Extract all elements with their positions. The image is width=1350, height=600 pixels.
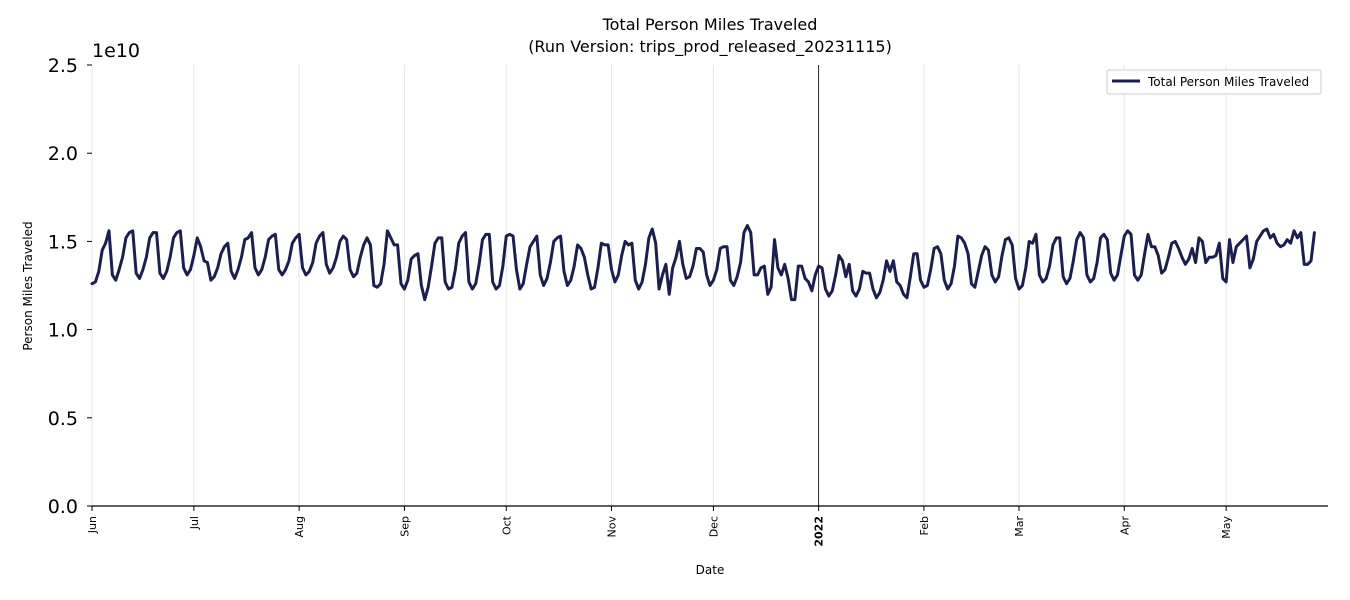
y-tick-label: 0.5 <box>48 408 78 430</box>
x-tick-label: Dec <box>707 516 720 537</box>
legend-label: Total Person Miles Traveled <box>1147 75 1309 89</box>
chart-legend: Total Person Miles Traveled <box>1106 69 1322 95</box>
x-tick-label: Sep <box>398 516 411 537</box>
legend-frame <box>1106 69 1322 95</box>
chart-subtitle: (Run Version: trips_prod_released_202311… <box>528 37 892 57</box>
x-tick-label: May <box>1220 516 1233 539</box>
x-tick-label: Apr <box>1118 516 1131 536</box>
y-axis-label: Person Miles Traveled <box>21 221 35 350</box>
y-tick-label: 2.0 <box>48 143 78 165</box>
series-line <box>90 224 1316 302</box>
x-tick-label: Nov <box>606 516 619 538</box>
x-tick-label: Feb <box>918 516 931 535</box>
y-tick-label: 1.5 <box>48 231 78 253</box>
x-tick-label: Jun <box>86 516 99 534</box>
y-tick-label: 2.5 <box>48 55 78 77</box>
axes-layer: Jun Jul Aug Sep Oct Nov Dec 2022 Feb Mar Apr May 0.0… <box>48 55 1328 547</box>
x-tick-label: Oct <box>500 515 513 535</box>
x-tick-label: Mar <box>1013 516 1026 537</box>
x-tick-label: Jul <box>188 516 201 530</box>
x-tick-label: 2022 <box>813 516 826 547</box>
y-offset-label: 1e10 <box>92 40 140 62</box>
y-tick-label: 0.0 <box>48 496 78 518</box>
x-tick-label: Aug <box>293 516 306 537</box>
chart-title: Total Person Miles Traveled <box>602 15 818 34</box>
y-tick-label: 1.0 <box>48 320 78 342</box>
x-axis-label: Date <box>696 563 725 577</box>
series-layer <box>90 224 1316 302</box>
